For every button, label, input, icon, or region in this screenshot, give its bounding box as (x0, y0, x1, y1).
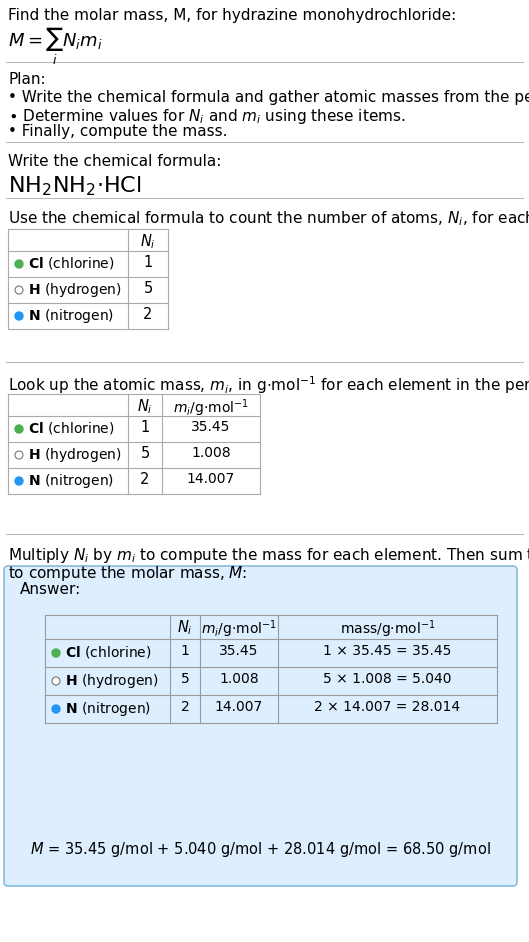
Text: 1 × 35.45 = 35.45: 1 × 35.45 = 35.45 (323, 644, 452, 658)
Text: $\mathbf{Cl}$ (chlorine): $\mathbf{Cl}$ (chlorine) (28, 255, 115, 271)
Text: 1: 1 (180, 644, 189, 658)
Text: Plan:: Plan: (8, 72, 45, 87)
Text: Look up the atomic mass, $m_i$, in g$\cdot$mol$^{-1}$ for each element in the pe: Look up the atomic mass, $m_i$, in g$\cd… (8, 374, 529, 396)
FancyBboxPatch shape (4, 566, 517, 886)
Text: 14.007: 14.007 (215, 700, 263, 714)
Text: $M$ = 35.45 g/mol + 5.040 g/mol + 28.014 g/mol = 68.50 g/mol: $M$ = 35.45 g/mol + 5.040 g/mol + 28.014… (30, 840, 491, 859)
Text: mass/g$\cdot$mol$^{-1}$: mass/g$\cdot$mol$^{-1}$ (340, 618, 435, 640)
Text: $\mathbf{N}$ (nitrogen): $\mathbf{N}$ (nitrogen) (28, 307, 114, 325)
Circle shape (15, 312, 23, 320)
Text: Find the molar mass, M, for hydrazine monohydrochloride:: Find the molar mass, M, for hydrazine mo… (8, 8, 456, 23)
Text: $\mathbf{H}$ (hydrogen): $\mathbf{H}$ (hydrogen) (28, 446, 122, 464)
Circle shape (15, 477, 23, 485)
Text: 2: 2 (140, 472, 150, 487)
Circle shape (52, 677, 60, 685)
Circle shape (15, 260, 23, 268)
Circle shape (52, 705, 60, 713)
Text: 2: 2 (143, 307, 153, 322)
Text: 5 × 1.008 = 5.040: 5 × 1.008 = 5.040 (323, 672, 452, 686)
Circle shape (52, 649, 60, 657)
Text: $\mathbf{N}$ (nitrogen): $\mathbf{N}$ (nitrogen) (65, 700, 151, 718)
Text: $\mathbf{N}$ (nitrogen): $\mathbf{N}$ (nitrogen) (28, 472, 114, 490)
Text: 1: 1 (143, 255, 153, 270)
Circle shape (15, 451, 23, 459)
Text: $m_i$/g$\cdot$mol$^{-1}$: $m_i$/g$\cdot$mol$^{-1}$ (173, 397, 249, 418)
Text: $M = \sum_i N_i m_i$: $M = \sum_i N_i m_i$ (8, 26, 103, 67)
Text: 2 × 14.007 = 28.014: 2 × 14.007 = 28.014 (314, 700, 461, 714)
Text: to compute the molar mass, $M$:: to compute the molar mass, $M$: (8, 564, 248, 583)
Text: $N_i$: $N_i$ (177, 618, 193, 637)
Text: 2: 2 (180, 700, 189, 714)
Text: $\bullet$ Determine values for $N_i$ and $m_i$ using these items.: $\bullet$ Determine values for $N_i$ and… (8, 107, 406, 126)
Text: $N_i$: $N_i$ (140, 232, 156, 251)
Text: $\mathbf{H}$ (hydrogen): $\mathbf{H}$ (hydrogen) (65, 672, 159, 690)
Text: Use the chemical formula to count the number of atoms, $N_i$, for each element:: Use the chemical formula to count the nu… (8, 209, 529, 228)
Text: 5: 5 (180, 672, 189, 686)
Text: • Write the chemical formula and gather atomic masses from the periodic table.: • Write the chemical formula and gather … (8, 90, 529, 105)
Text: 1: 1 (140, 420, 150, 435)
Text: Multiply $N_i$ by $m_i$ to compute the mass for each element. Then sum those val: Multiply $N_i$ by $m_i$ to compute the m… (8, 546, 529, 565)
Text: 5: 5 (143, 281, 153, 296)
Text: $\mathrm{NH_2NH_2{\cdot}HCl}$: $\mathrm{NH_2NH_2{\cdot}HCl}$ (8, 174, 142, 198)
Text: Answer:: Answer: (20, 582, 81, 597)
Text: $\mathbf{Cl}$ (chlorine): $\mathbf{Cl}$ (chlorine) (28, 420, 115, 436)
Text: • Finally, compute the mass.: • Finally, compute the mass. (8, 124, 227, 139)
Circle shape (15, 425, 23, 433)
Text: $N_i$: $N_i$ (137, 397, 153, 415)
Circle shape (15, 286, 23, 294)
Text: $\mathbf{H}$ (hydrogen): $\mathbf{H}$ (hydrogen) (28, 281, 122, 299)
Text: 1.008: 1.008 (191, 446, 231, 460)
Text: 35.45: 35.45 (220, 644, 259, 658)
Text: 1.008: 1.008 (219, 672, 259, 686)
Text: 14.007: 14.007 (187, 472, 235, 486)
Text: Write the chemical formula:: Write the chemical formula: (8, 154, 221, 169)
Text: 35.45: 35.45 (191, 420, 231, 434)
Text: $m_i$/g$\cdot$mol$^{-1}$: $m_i$/g$\cdot$mol$^{-1}$ (201, 618, 277, 640)
Text: $\mathbf{Cl}$ (chlorine): $\mathbf{Cl}$ (chlorine) (65, 644, 152, 660)
Text: 5: 5 (140, 446, 150, 461)
